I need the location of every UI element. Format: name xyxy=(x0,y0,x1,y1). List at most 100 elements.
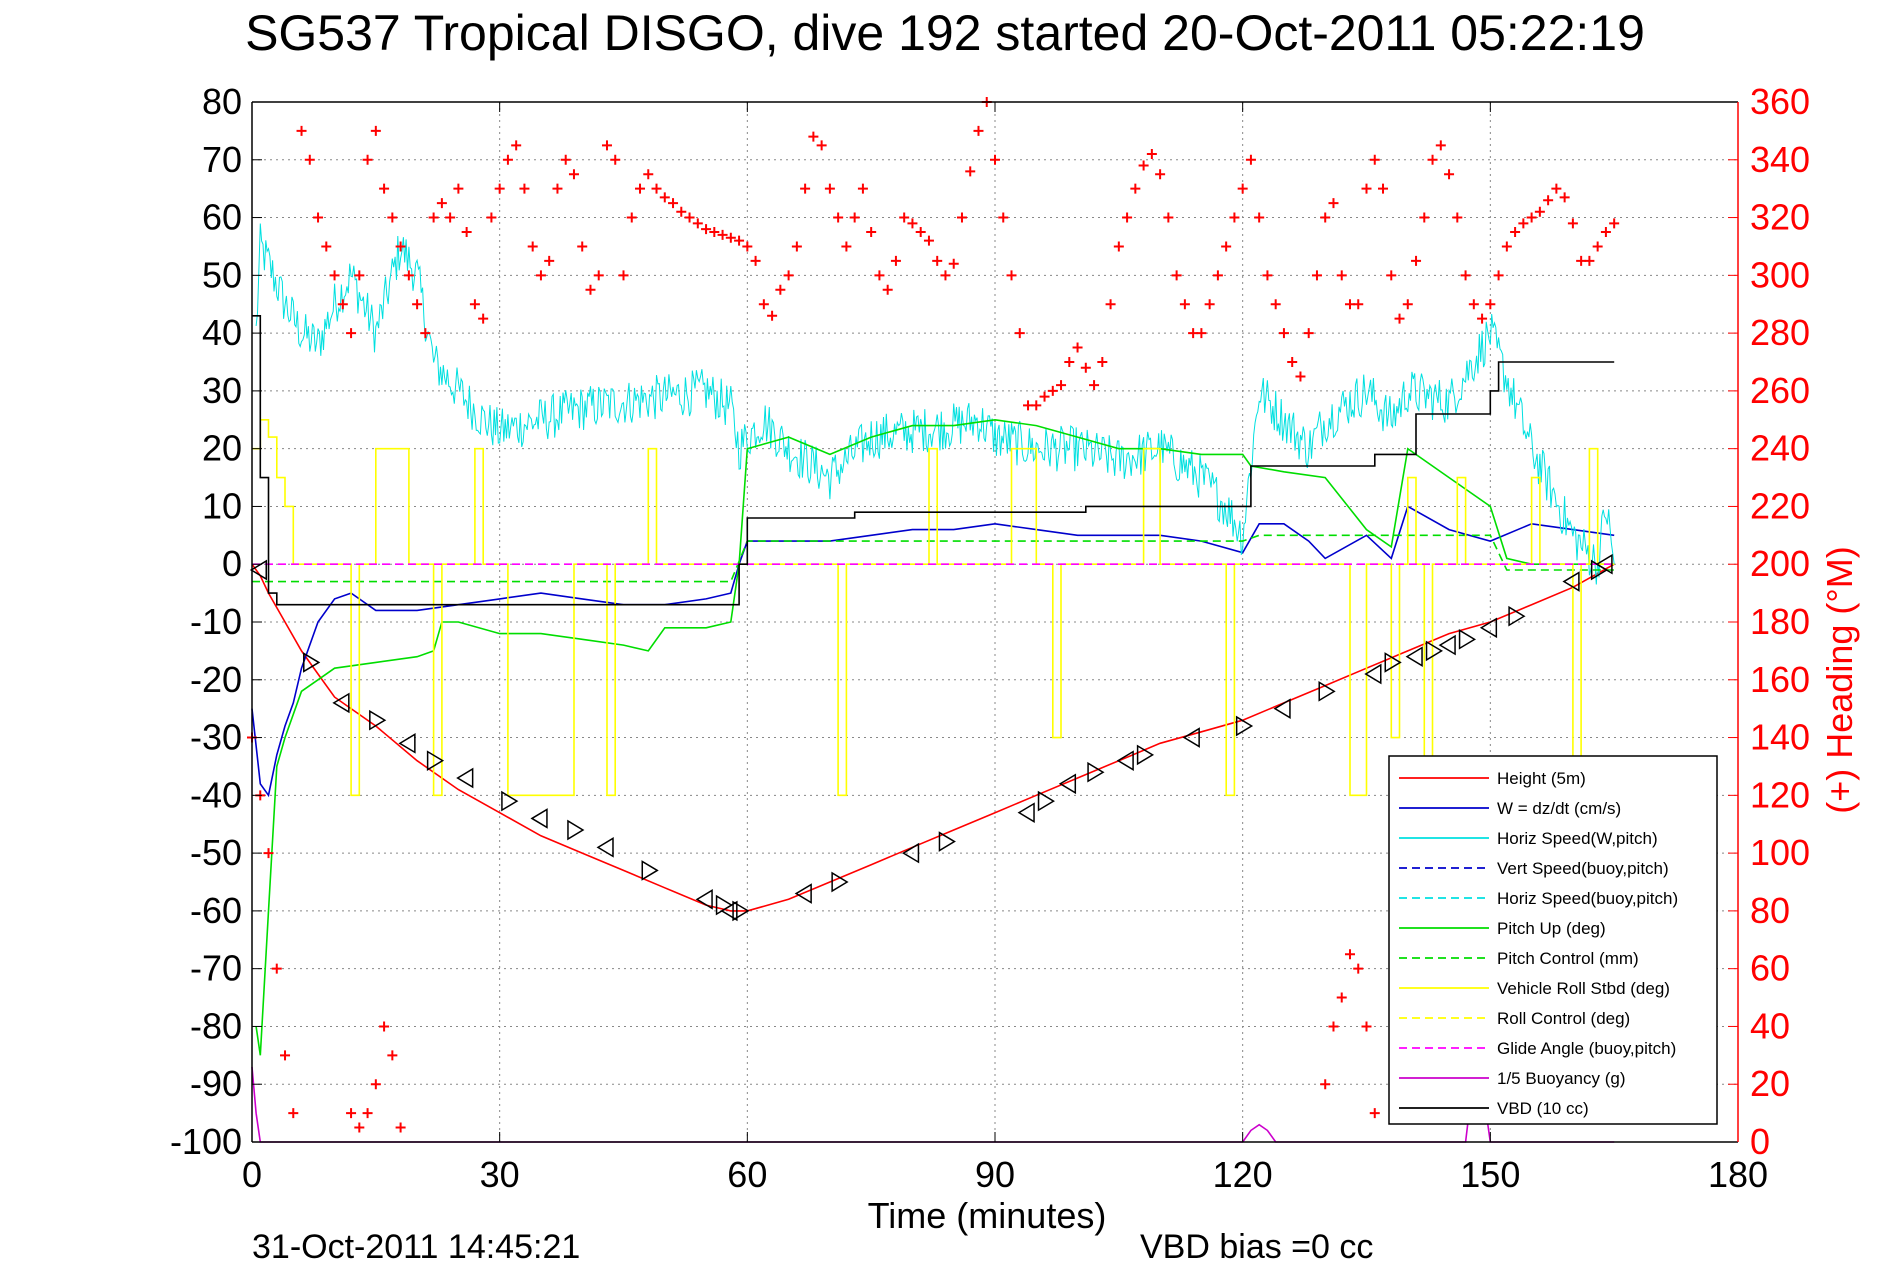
heading-marker xyxy=(329,270,340,281)
heading-marker xyxy=(692,218,703,229)
heading-marker xyxy=(1336,992,1347,1003)
heading-marker xyxy=(1477,313,1488,324)
heading-marker xyxy=(1097,357,1108,367)
y-right-tick-label: 340 xyxy=(1750,139,1810,180)
heading-marker xyxy=(1270,299,1281,310)
heading-marker xyxy=(1468,299,1479,310)
y-right-tick-label: 280 xyxy=(1750,312,1810,353)
heading-marker xyxy=(833,212,844,223)
height-triangle-marker xyxy=(426,750,445,771)
heading-marker xyxy=(1485,299,1496,310)
height-triangle-marker xyxy=(695,889,713,910)
heading-marker xyxy=(618,270,629,281)
heading-marker xyxy=(420,328,431,339)
heading-marker xyxy=(676,206,687,217)
heading-marker xyxy=(940,270,951,281)
height-triangle-marker xyxy=(1405,646,1423,667)
heading-marker xyxy=(469,299,480,310)
series-line-roll xyxy=(252,419,1615,797)
height-triangle-marker xyxy=(1037,790,1055,812)
y-tick-label: 10 xyxy=(202,485,242,526)
y-tick-label: 30 xyxy=(202,370,242,411)
heading-marker xyxy=(1609,218,1620,229)
heading-marker xyxy=(486,212,497,223)
heading-marker xyxy=(882,284,893,295)
height-triangle-marker xyxy=(1273,698,1291,719)
heading-marker xyxy=(1311,270,1322,281)
heading-marker xyxy=(1122,212,1133,223)
heading-marker xyxy=(1411,255,1422,266)
heading-marker xyxy=(1047,385,1058,396)
heading-marker xyxy=(387,1050,398,1061)
heading-marker xyxy=(1320,212,1331,223)
y-right-tick-label: 80 xyxy=(1750,890,1790,931)
heading-marker xyxy=(370,1079,381,1090)
heading-marker xyxy=(593,270,604,281)
heading-marker xyxy=(403,270,414,281)
height-triangle-marker xyxy=(1595,553,1613,575)
heading-marker xyxy=(1435,140,1446,151)
height-triangle-marker xyxy=(249,559,268,581)
heading-marker xyxy=(1229,212,1240,223)
heading-marker xyxy=(1163,212,1174,223)
y-tick-label: -40 xyxy=(190,774,242,815)
heading-marker xyxy=(1303,328,1314,339)
heading-marker xyxy=(1369,154,1380,165)
y-tick-label: -20 xyxy=(190,659,242,700)
y-right-tick-label: 360 xyxy=(1750,81,1810,122)
heading-marker xyxy=(750,255,761,266)
x-tick-label: 120 xyxy=(1213,1154,1273,1195)
heading-marker xyxy=(651,183,662,194)
heading-marker xyxy=(808,131,819,142)
legend-label: Horiz Speed(W,pitch) xyxy=(1497,829,1658,848)
heading-marker xyxy=(1460,270,1471,281)
heading-marker xyxy=(560,154,571,165)
height-triangle-marker xyxy=(1438,634,1456,656)
heading-marker xyxy=(659,192,670,203)
heading-marker xyxy=(956,212,967,223)
heading-marker xyxy=(321,241,332,252)
heading-marker xyxy=(280,1050,291,1061)
heading-marker xyxy=(1237,183,1248,194)
y-tick-label: 80 xyxy=(202,81,242,122)
heading-marker xyxy=(1295,371,1306,382)
x-axis-label: Time (minutes) xyxy=(868,1195,1107,1236)
height-triangle-marker xyxy=(1562,571,1580,592)
heading-marker xyxy=(866,227,877,237)
x-tick-label: 150 xyxy=(1460,1154,1520,1195)
height-triangle-marker xyxy=(1508,605,1526,627)
height-triangle-marker xyxy=(641,860,659,881)
legend-label: Pitch Control (mm) xyxy=(1497,949,1639,968)
heading-marker xyxy=(1146,149,1157,159)
heading-marker xyxy=(395,241,406,252)
heading-marker xyxy=(1171,270,1182,281)
heading-marker xyxy=(379,1021,390,1032)
height-triangle-marker xyxy=(1087,761,1105,783)
heading-marker xyxy=(1278,328,1289,339)
heading-marker xyxy=(610,154,621,165)
heading-marker xyxy=(1559,192,1570,203)
y-tick-label: -80 xyxy=(190,1005,242,1046)
y-right-tick-label: 320 xyxy=(1750,197,1810,238)
legend-label: Horiz Speed(buoy,pitch) xyxy=(1497,889,1678,908)
heading-marker xyxy=(1328,1021,1339,1032)
height-triangle-marker xyxy=(1058,773,1077,795)
height-triangle-marker xyxy=(1384,652,1402,673)
heading-marker xyxy=(990,154,1000,165)
heading-marker xyxy=(288,1108,299,1119)
heading-marker xyxy=(1014,328,1025,339)
heading-marker xyxy=(635,183,646,194)
heading-marker xyxy=(1386,270,1397,281)
heading-marker xyxy=(1089,380,1100,391)
y-right-tick-label: 260 xyxy=(1750,370,1810,411)
heading-marker xyxy=(791,241,802,252)
y-tick-label: -60 xyxy=(190,890,242,931)
legend-label: 1/5 Buoyancy (g) xyxy=(1497,1069,1626,1088)
height-triangle-marker xyxy=(1318,681,1336,702)
heading-marker xyxy=(601,140,612,151)
x-tick-label: 90 xyxy=(975,1154,1015,1195)
height-triangle-marker xyxy=(1136,744,1155,766)
heading-marker xyxy=(1056,380,1067,391)
heading-marker xyxy=(412,299,423,310)
heading-marker xyxy=(907,218,918,229)
